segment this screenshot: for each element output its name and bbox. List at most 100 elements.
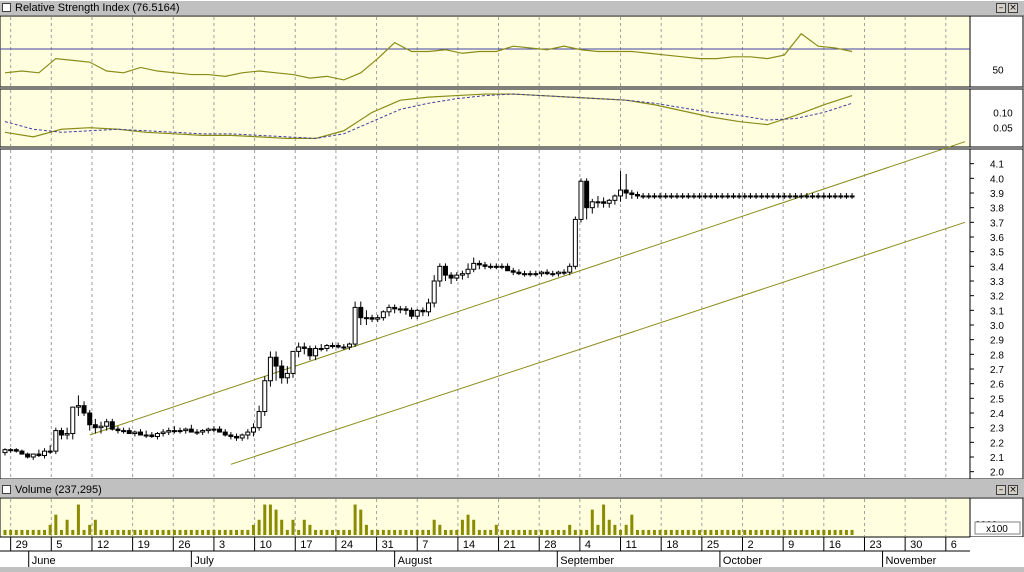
x-tick-label: 3 bbox=[219, 539, 225, 551]
candle-body bbox=[815, 195, 821, 198]
volume-bar bbox=[506, 529, 510, 535]
volume-title-bar: Volume (237,295) – × bbox=[0, 483, 1024, 498]
volume-bar bbox=[14, 529, 18, 535]
volume-bar bbox=[765, 529, 769, 535]
candle-body bbox=[284, 372, 290, 379]
candle-body bbox=[764, 195, 770, 198]
volume-bar bbox=[206, 529, 210, 535]
candle-body bbox=[154, 433, 160, 437]
panel-menu-icon[interactable] bbox=[2, 485, 11, 494]
candle-body bbox=[482, 264, 488, 267]
candle-body bbox=[454, 274, 460, 279]
volume-bar bbox=[331, 529, 335, 535]
candle-body bbox=[369, 317, 375, 320]
candle-body bbox=[109, 421, 115, 430]
candle-body bbox=[595, 201, 601, 204]
candle-body bbox=[516, 271, 522, 275]
candle-body bbox=[719, 195, 725, 198]
candle-body bbox=[471, 262, 477, 270]
volume-bar bbox=[359, 509, 363, 535]
candle-body bbox=[770, 195, 776, 198]
volume-bar bbox=[669, 529, 673, 535]
volume-bar bbox=[545, 529, 549, 535]
volume-multiplier-box bbox=[974, 521, 1021, 535]
candle-body bbox=[753, 195, 759, 198]
volume-bar bbox=[325, 529, 329, 535]
candle-body bbox=[92, 424, 98, 429]
candle-body bbox=[335, 345, 341, 348]
candle-body bbox=[250, 427, 256, 433]
volume-bar bbox=[743, 529, 747, 535]
volume-bar bbox=[613, 524, 617, 535]
candle-body bbox=[567, 265, 573, 273]
candle-body bbox=[75, 405, 81, 408]
candle-body bbox=[87, 412, 93, 426]
candle-body bbox=[205, 428, 211, 432]
minimize-icon[interactable]: – bbox=[996, 3, 1006, 13]
volume-bar bbox=[122, 529, 126, 535]
candle-body bbox=[510, 270, 516, 273]
volume-bar bbox=[308, 524, 312, 535]
panel-divider bbox=[0, 147, 1024, 149]
volume-bar bbox=[144, 529, 148, 535]
volume-bar bbox=[353, 504, 357, 535]
price-ytick-label: 2.1 bbox=[990, 453, 1004, 464]
candle-body bbox=[256, 411, 262, 429]
volume-bar bbox=[748, 529, 752, 535]
candle-body bbox=[680, 195, 686, 198]
volume-bar bbox=[319, 529, 323, 535]
volume-bar bbox=[681, 529, 685, 535]
volume-bar bbox=[268, 504, 272, 535]
minimize-icon[interactable]: – bbox=[996, 485, 1006, 495]
x-tick-label: 4 bbox=[585, 539, 591, 551]
volume-bar bbox=[850, 529, 854, 535]
candle-body bbox=[318, 347, 324, 350]
volume-bar bbox=[285, 529, 289, 535]
candle-body bbox=[437, 265, 443, 282]
candle-body bbox=[668, 195, 674, 198]
candle-body bbox=[121, 430, 127, 433]
price-ytick-label: 3.4 bbox=[990, 262, 1004, 273]
volume-bar bbox=[274, 509, 278, 535]
volume-bar bbox=[556, 529, 560, 535]
candle-body bbox=[290, 350, 296, 374]
volume-bar bbox=[534, 529, 538, 535]
close-icon[interactable]: × bbox=[1008, 3, 1018, 13]
volume-bar bbox=[551, 529, 555, 535]
volume-bar bbox=[630, 514, 634, 535]
close-icon[interactable]: × bbox=[1008, 485, 1018, 495]
x-tick-label: 5 bbox=[56, 539, 62, 551]
candle-body bbox=[623, 189, 629, 194]
volume-bar bbox=[421, 529, 425, 535]
volume-bar bbox=[489, 529, 493, 535]
panel-divider bbox=[0, 87, 1024, 89]
price-ytick-label: 4.1 bbox=[990, 160, 1004, 171]
price-ytick-label: 2.7 bbox=[990, 365, 1004, 376]
volume-bar bbox=[161, 529, 165, 535]
volume-bar bbox=[381, 529, 385, 535]
volume-multiplier: x100 bbox=[986, 524, 1008, 535]
candle-body bbox=[341, 346, 347, 349]
volume-bar bbox=[9, 529, 13, 535]
volume-bar bbox=[517, 529, 521, 535]
price-ytick-label: 3.5 bbox=[990, 248, 1004, 259]
x-tick-label: 21 bbox=[504, 539, 516, 551]
candle-body bbox=[431, 280, 437, 304]
panel-menu-icon[interactable] bbox=[2, 3, 11, 12]
volume-bar bbox=[218, 529, 222, 535]
candle-body bbox=[222, 431, 228, 436]
volume-bar bbox=[720, 529, 724, 535]
candle-body bbox=[505, 265, 511, 272]
candle-body bbox=[42, 450, 48, 457]
x-tick-label: 24 bbox=[341, 539, 353, 551]
channel-line bbox=[230, 221, 966, 465]
candle-body bbox=[234, 435, 240, 439]
volume-bar bbox=[466, 514, 470, 535]
candle-body bbox=[810, 195, 816, 198]
candle-body bbox=[307, 347, 313, 357]
candle-body bbox=[132, 431, 138, 435]
x-axis-area bbox=[0, 537, 1024, 572]
candle-body bbox=[465, 268, 471, 275]
candle-body bbox=[640, 195, 646, 198]
